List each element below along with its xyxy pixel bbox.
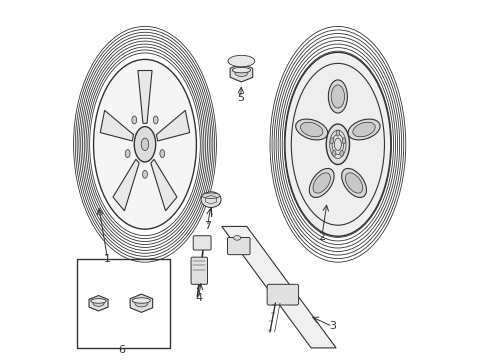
Ellipse shape <box>336 130 340 136</box>
Ellipse shape <box>331 85 344 108</box>
Polygon shape <box>151 159 177 211</box>
Ellipse shape <box>153 116 158 124</box>
Ellipse shape <box>342 138 346 144</box>
Ellipse shape <box>300 122 323 137</box>
Text: 7: 7 <box>204 221 211 231</box>
Ellipse shape <box>93 300 104 306</box>
Ellipse shape <box>160 150 165 158</box>
FancyBboxPatch shape <box>267 284 298 305</box>
Ellipse shape <box>295 119 328 140</box>
Text: 2: 2 <box>318 232 325 242</box>
Polygon shape <box>130 294 153 312</box>
Ellipse shape <box>134 127 156 162</box>
Ellipse shape <box>132 298 150 303</box>
Ellipse shape <box>328 80 347 113</box>
FancyBboxPatch shape <box>193 236 211 250</box>
Polygon shape <box>138 71 152 123</box>
Ellipse shape <box>291 63 385 225</box>
Polygon shape <box>156 111 190 141</box>
Ellipse shape <box>234 235 241 240</box>
Ellipse shape <box>232 67 250 73</box>
Ellipse shape <box>235 69 248 76</box>
Text: 6: 6 <box>118 345 125 355</box>
Ellipse shape <box>313 173 330 193</box>
Ellipse shape <box>340 150 343 156</box>
Polygon shape <box>113 159 139 211</box>
Bar <box>77 258 170 348</box>
Text: 5: 5 <box>237 93 244 103</box>
Ellipse shape <box>285 52 391 236</box>
Polygon shape <box>222 226 336 348</box>
Polygon shape <box>100 111 133 141</box>
Ellipse shape <box>342 168 367 198</box>
Text: 1: 1 <box>104 253 111 264</box>
Ellipse shape <box>143 170 147 178</box>
FancyBboxPatch shape <box>191 257 207 284</box>
Ellipse shape <box>91 299 106 303</box>
Ellipse shape <box>202 193 220 198</box>
Polygon shape <box>89 296 108 311</box>
Ellipse shape <box>348 119 380 140</box>
Ellipse shape <box>135 300 148 307</box>
Ellipse shape <box>132 116 137 124</box>
Ellipse shape <box>201 192 221 207</box>
Text: 3: 3 <box>329 321 336 332</box>
Ellipse shape <box>332 150 336 156</box>
Ellipse shape <box>353 122 375 137</box>
Ellipse shape <box>326 124 349 165</box>
Ellipse shape <box>228 55 255 67</box>
Ellipse shape <box>94 59 196 229</box>
Ellipse shape <box>309 168 334 198</box>
Polygon shape <box>230 64 253 82</box>
Ellipse shape <box>330 138 334 144</box>
FancyBboxPatch shape <box>227 238 250 255</box>
Text: 4: 4 <box>195 293 202 303</box>
Ellipse shape <box>125 150 130 158</box>
Ellipse shape <box>345 173 363 193</box>
Ellipse shape <box>141 138 149 150</box>
